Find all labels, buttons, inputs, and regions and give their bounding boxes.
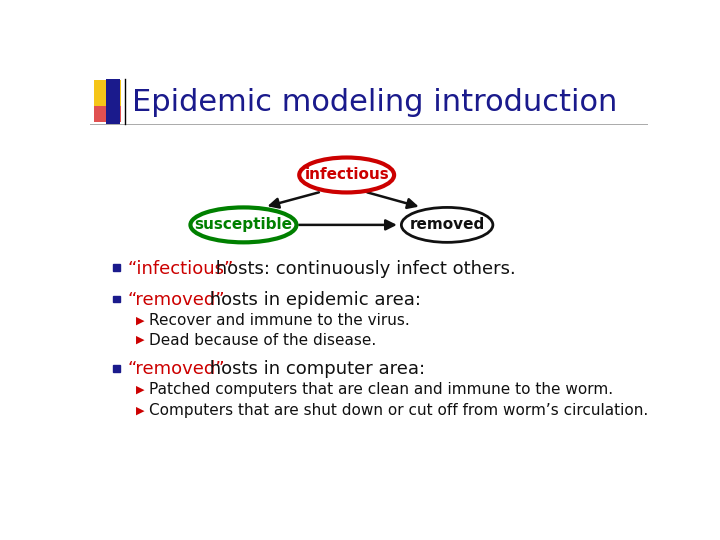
- Text: Patched computers that are clean and immune to the worm.: Patched computers that are clean and imm…: [148, 382, 613, 397]
- Text: removed: removed: [410, 218, 485, 232]
- Bar: [114, 295, 120, 302]
- FancyBboxPatch shape: [94, 80, 121, 109]
- Text: ▶: ▶: [136, 406, 144, 416]
- Ellipse shape: [300, 158, 394, 192]
- Text: infectious: infectious: [305, 167, 389, 183]
- Text: “removed”: “removed”: [128, 360, 225, 378]
- Text: hosts: continuously infect others.: hosts: continuously infect others.: [210, 260, 516, 278]
- Text: ▶: ▶: [136, 385, 144, 395]
- Text: Epidemic modeling introduction: Epidemic modeling introduction: [132, 87, 617, 117]
- Text: susceptible: susceptible: [194, 218, 292, 232]
- Text: “removed”: “removed”: [128, 291, 225, 309]
- Bar: [114, 265, 120, 271]
- Text: ▶: ▶: [136, 335, 144, 345]
- FancyBboxPatch shape: [106, 79, 120, 124]
- Text: Dead because of the disease.: Dead because of the disease.: [148, 333, 376, 348]
- Ellipse shape: [191, 207, 297, 242]
- Ellipse shape: [401, 207, 493, 242]
- FancyBboxPatch shape: [94, 105, 121, 122]
- Text: Computers that are shut down or cut off from worm’s circulation.: Computers that are shut down or cut off …: [148, 403, 648, 418]
- Text: “infectious”: “infectious”: [128, 260, 234, 278]
- Bar: [114, 365, 120, 372]
- Text: hosts in computer area:: hosts in computer area:: [204, 360, 425, 378]
- Text: Recover and immune to the virus.: Recover and immune to the virus.: [148, 313, 410, 328]
- Text: ▶: ▶: [136, 315, 144, 326]
- Text: hosts in epidemic area:: hosts in epidemic area:: [204, 291, 420, 309]
